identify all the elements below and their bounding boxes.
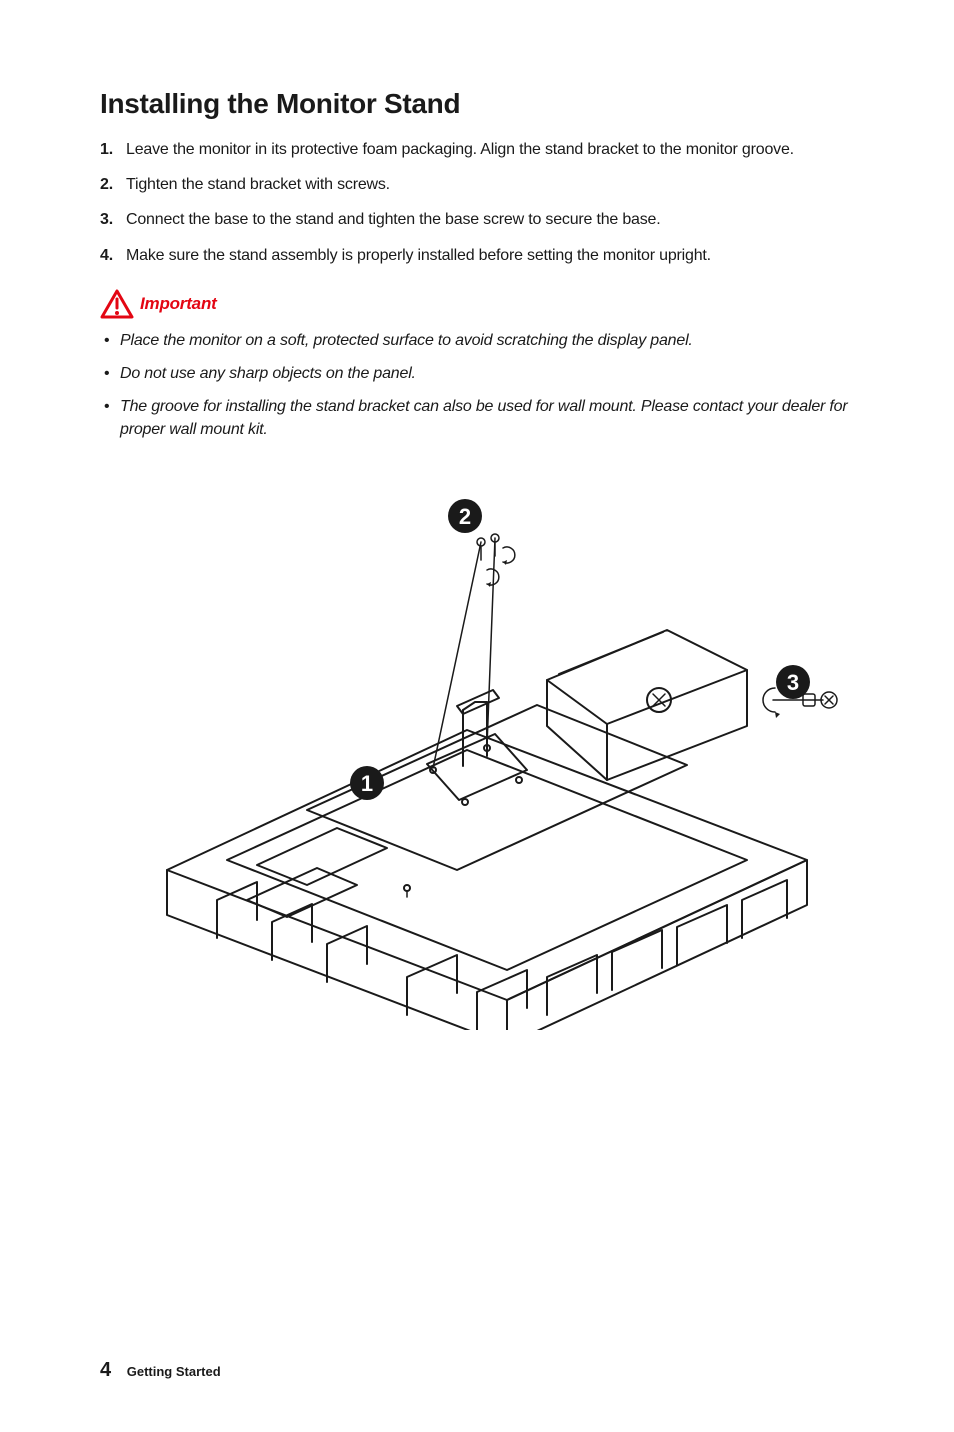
diagram-callout-3: 3 <box>787 670 799 695</box>
section-title: Installing the Monitor Stand <box>100 88 854 120</box>
important-item: Place the monitor on a soft, protected s… <box>100 329 854 352</box>
step-item: Leave the monitor in its protective foam… <box>100 138 854 161</box>
step-item: Make sure the stand assembly is properly… <box>100 244 854 267</box>
assembly-diagram: 1 2 3 <box>107 470 847 1030</box>
step-item: Tighten the stand bracket with screws. <box>100 173 854 196</box>
important-item: Do not use any sharp objects on the pane… <box>100 362 854 385</box>
manual-page: Installing the Monitor Stand Leave the m… <box>0 0 954 1432</box>
important-item: The groove for installing the stand brac… <box>100 395 854 441</box>
important-list: Place the monitor on a soft, protected s… <box>100 329 854 442</box>
important-heading: Important <box>100 289 854 319</box>
important-label: Important <box>140 294 217 314</box>
diagram-callout-1: 1 <box>361 771 373 796</box>
page-footer: 4 Getting Started <box>100 1359 221 1382</box>
warning-icon <box>100 289 134 319</box>
instruction-steps: Leave the monitor in its protective foam… <box>100 138 854 267</box>
footer-section-label: Getting Started <box>127 1364 221 1379</box>
diagram-callout-2: 2 <box>459 504 471 529</box>
step-item: Connect the base to the stand and tighte… <box>100 208 854 231</box>
page-number: 4 <box>100 1359 111 1381</box>
